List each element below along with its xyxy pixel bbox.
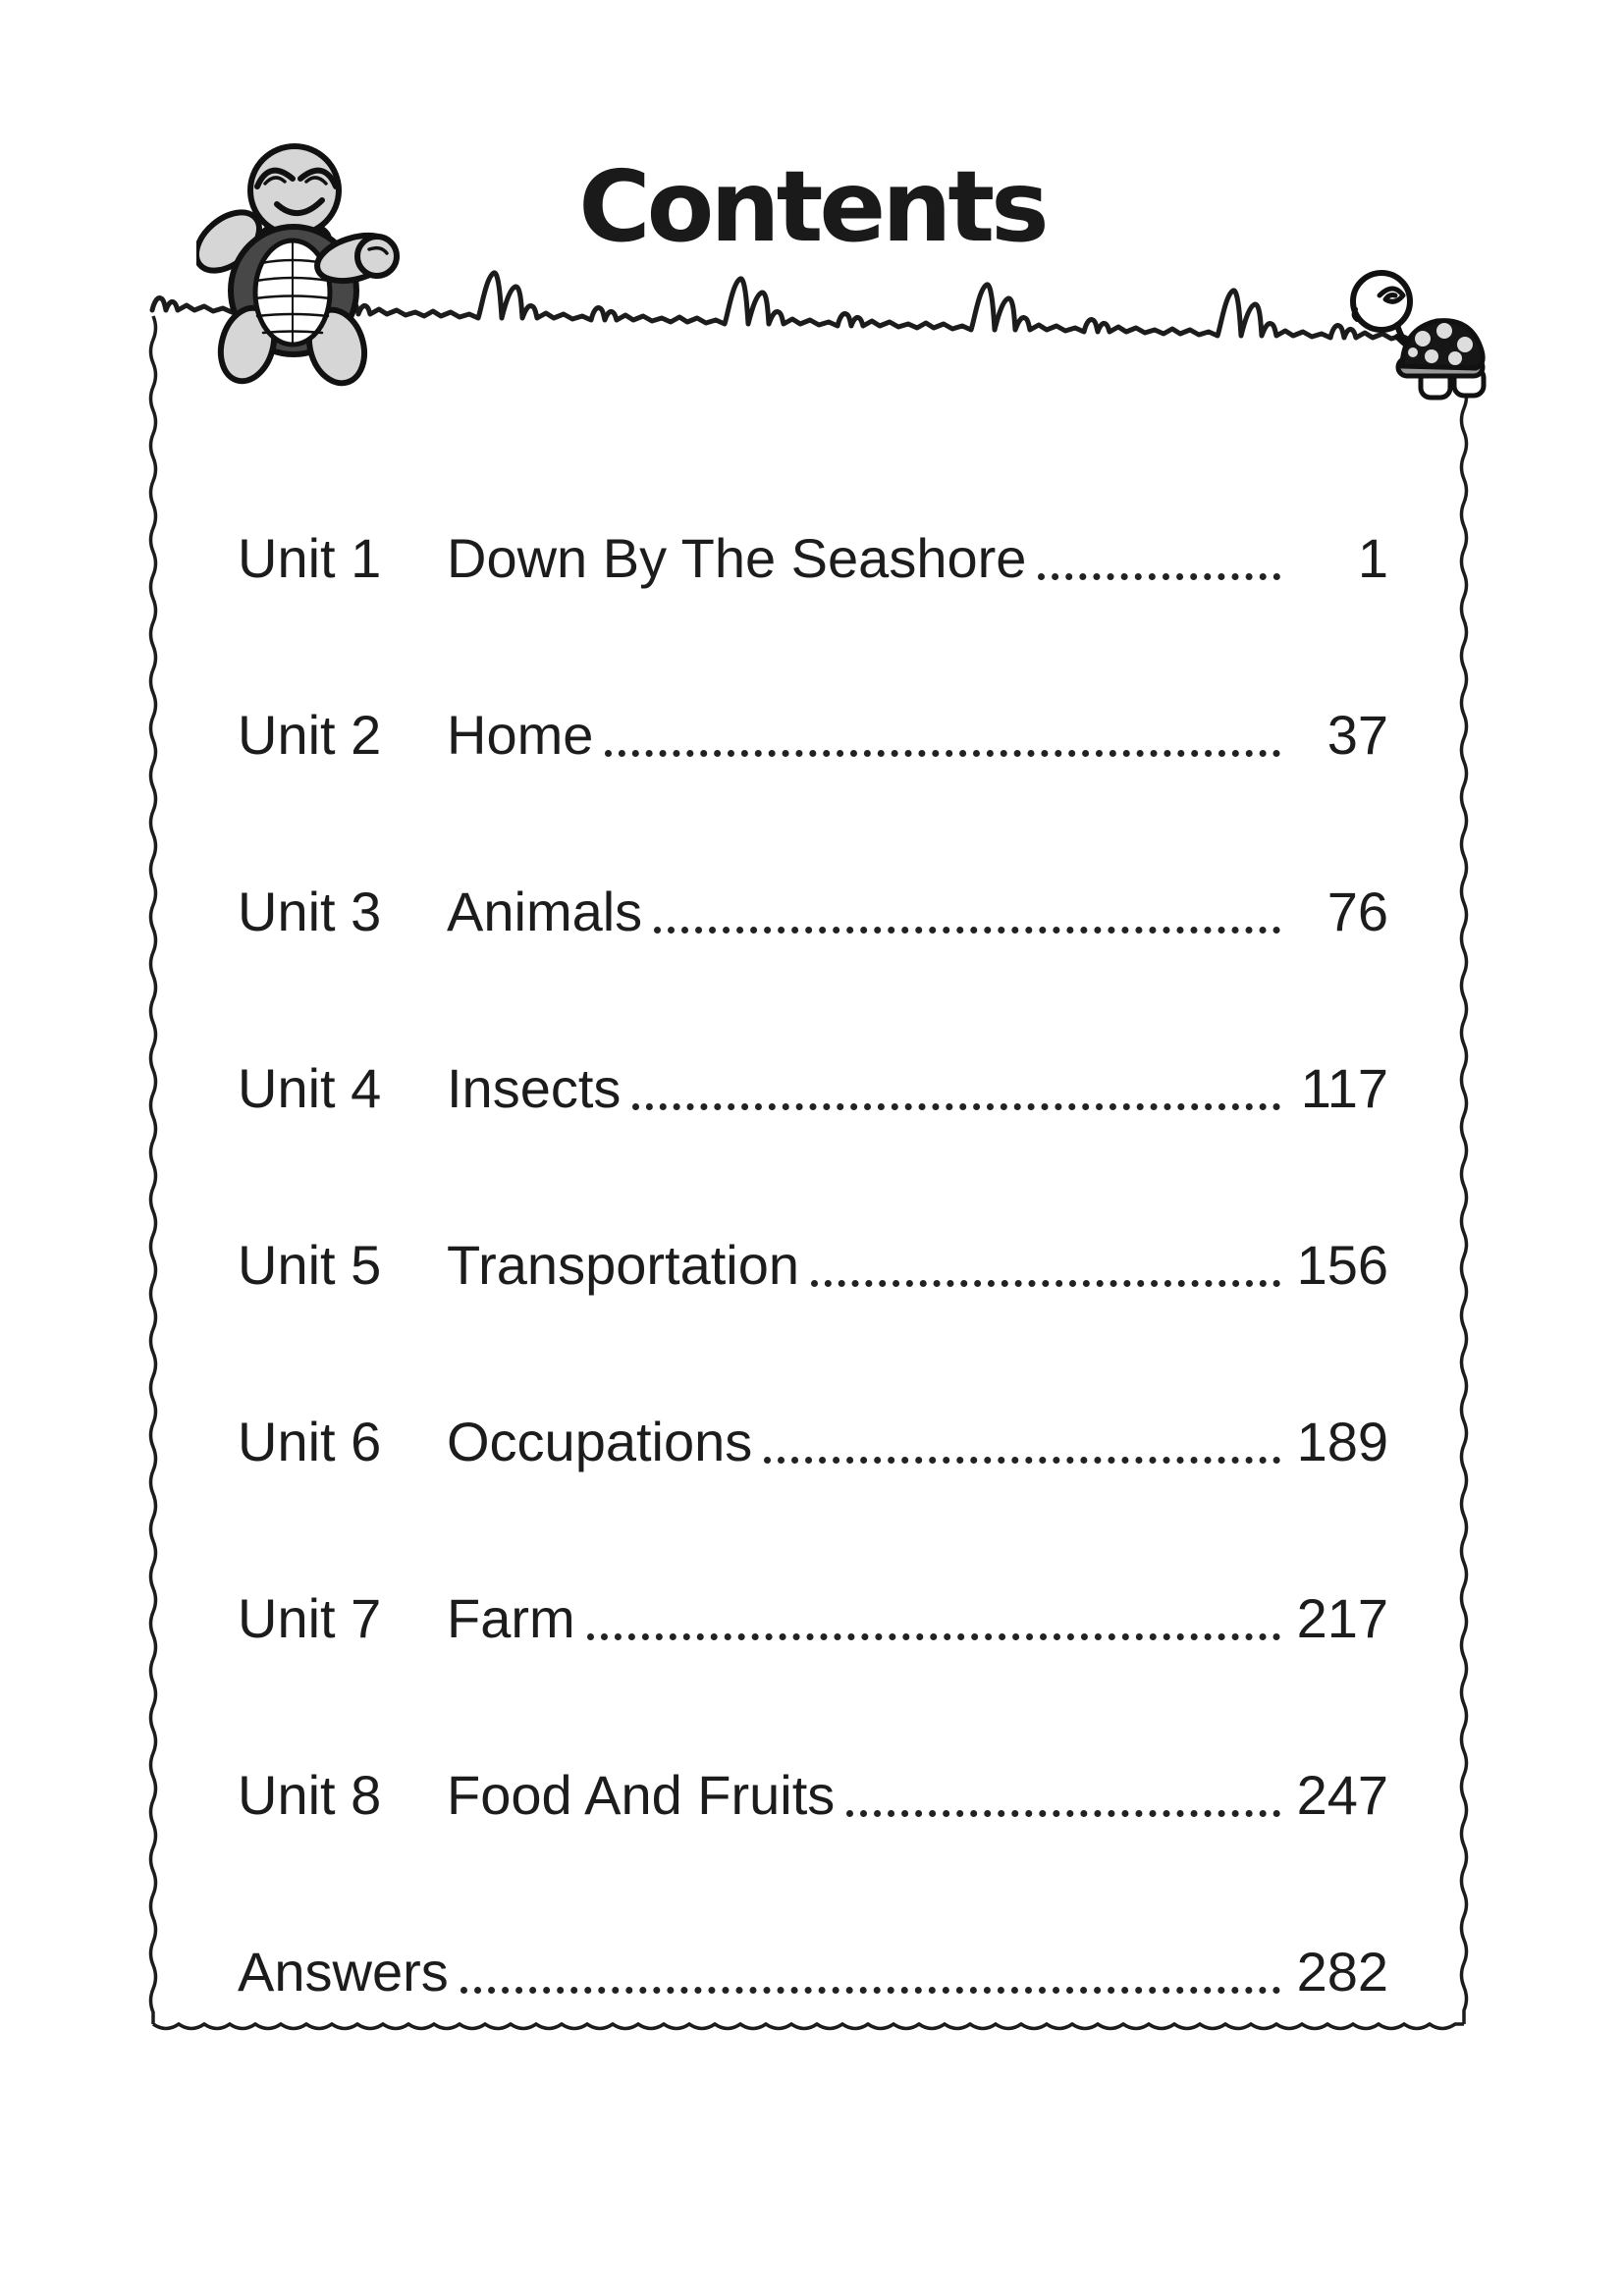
toc-unit-label: Unit 6 (238, 1410, 382, 1472)
toc-row: Unit 7 Farm 217 (238, 1529, 1388, 1706)
toc-page-number: 189 (1296, 1410, 1388, 1472)
right-border-wave (1459, 384, 1469, 2024)
toc-page-number: 37 (1326, 703, 1388, 766)
toc-row: Unit 5 Transportation 156 (238, 1176, 1388, 1353)
toc-row: Unit 1 Down By The Seashore 1 (238, 469, 1388, 646)
toc-row: Answers 282 (238, 1883, 1388, 2059)
toc-entry-title: Food And Fruits (447, 1763, 836, 1826)
dot-leader (811, 1279, 1280, 1287)
toc-row: Unit 6 Occupations 189 (238, 1353, 1388, 1529)
toc-entry-title: Farm (447, 1586, 575, 1649)
toc-list: Unit 1 Down By The Seashore 1 Unit 2 Hom… (238, 469, 1388, 2059)
toc-row: Unit 4 Insects 117 (238, 999, 1388, 1176)
toc-unit-label: Unit 5 (238, 1233, 382, 1296)
dot-leader (1038, 572, 1280, 580)
toc-page-number: 1 (1357, 526, 1388, 589)
toc-unit-label: Unit 8 (238, 1763, 382, 1826)
toc-page-number: 282 (1296, 1940, 1388, 2002)
dot-leader (764, 1456, 1280, 1464)
dot-leader (586, 1632, 1280, 1640)
toc-page-number: 247 (1296, 1763, 1388, 1826)
toc-row: Unit 8 Food And Fruits 247 (238, 1706, 1388, 1883)
toc-unit-label: Unit 3 (238, 880, 382, 942)
toc-unit-label: Unit 7 (238, 1586, 382, 1649)
toc-entry-title: Transportation (447, 1233, 799, 1296)
toc-unit-label: Unit 1 (238, 526, 382, 589)
toc-unit-label: Unit 2 (238, 703, 382, 766)
toc-unit-label: Unit 4 (238, 1056, 382, 1119)
toc-entry-title: Occupations (447, 1410, 753, 1472)
toc-row: Unit 3 Animals 76 (238, 823, 1388, 999)
toc-page-number: 217 (1296, 1586, 1388, 1649)
left-border-wave (148, 315, 158, 2024)
dot-leader (460, 1986, 1280, 1994)
toc-entry-title: Home (447, 703, 594, 766)
toc-entry-title: Answers (238, 1940, 449, 2002)
toc-entry-title: Down By The Seashore (447, 526, 1027, 589)
bottom-border-wave (152, 2021, 1464, 2031)
dot-leader (846, 1809, 1280, 1817)
toc-page-number: 156 (1296, 1233, 1388, 1296)
toc-entry-title: Animals (447, 880, 643, 942)
dot-leader (632, 1102, 1280, 1110)
walking-turtle-icon (1350, 270, 1487, 400)
page-title: Contents (578, 149, 1049, 264)
toc-entry-title: Insects (447, 1056, 622, 1119)
dot-leader (605, 749, 1280, 757)
toc-page-number: 117 (1300, 1056, 1388, 1119)
dot-leader (654, 926, 1280, 934)
toc-row: Unit 2 Home 37 (238, 646, 1388, 823)
standing-turtle-icon (196, 143, 400, 387)
toc-page-number: 76 (1326, 880, 1388, 942)
